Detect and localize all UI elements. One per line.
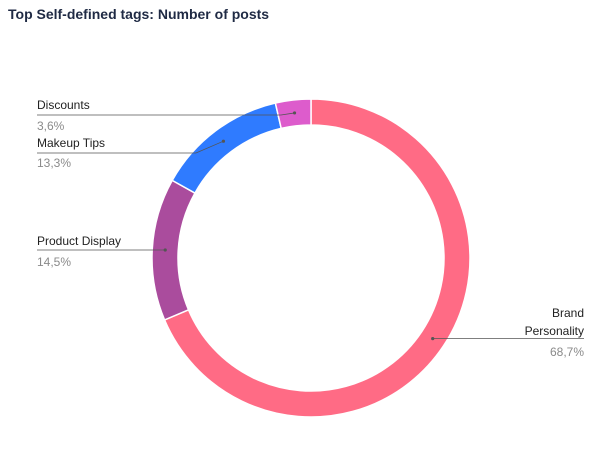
anchor-dot-discounts [292, 111, 297, 115]
slice-value-brand-personality: 68,7% [550, 345, 584, 359]
anchor-dot-makeup-tips [221, 139, 226, 143]
label-group-brand-personality: Brand Personality 68,7% [431, 306, 584, 359]
labels-layer: Brand Personality 68,7% Product Display 14,5… [37, 98, 584, 359]
label-group-discounts: Discounts 3,6% [37, 98, 297, 133]
anchor-dot-product-display [163, 248, 167, 252]
anchor-dot-brand-personality [431, 337, 435, 341]
slice-brand-personality [163, 98, 471, 418]
slice-label-brand-personality: Brand [552, 306, 584, 320]
slice-label-brand-personality: Personality [525, 324, 584, 338]
chart-title: Top Self-defined tags: Number of posts [8, 6, 270, 22]
slice-makeup-tips [171, 102, 283, 195]
label-group-product-display: Product Display 14,5% [37, 234, 167, 269]
label-group-makeup-tips: Makeup Tips 13,3% [37, 136, 226, 170]
slice-label-discounts: Discounts [37, 98, 90, 112]
slice-value-product-display: 14,5% [37, 255, 71, 269]
slice-value-makeup-tips: 13,3% [37, 156, 71, 170]
leader-line-discounts [37, 112, 295, 116]
leader-line-makeup-tips [37, 140, 224, 154]
slice-value-discounts: 3,6% [37, 119, 65, 133]
slices-layer [151, 98, 471, 418]
slice-label-product-display: Product Display [37, 234, 121, 248]
slice-label-makeup-tips: Makeup Tips [37, 136, 105, 150]
